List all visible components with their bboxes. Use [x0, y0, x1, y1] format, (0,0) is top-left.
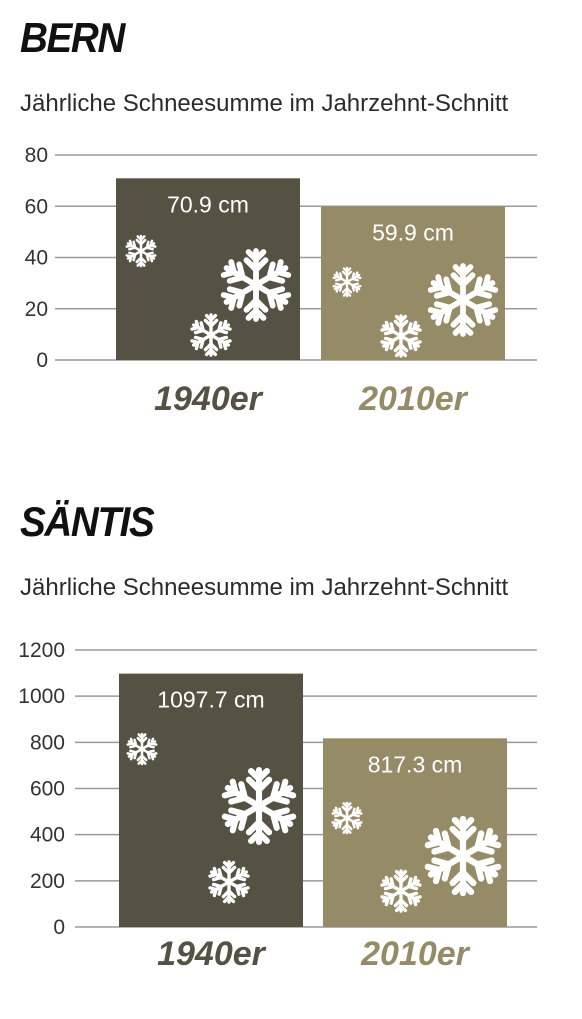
chart-subtitle: Jährliche Schneesumme im Jahrzehnt-Schni… — [20, 574, 509, 601]
y-tick-label: 80 — [25, 144, 48, 167]
y-tick-label: 40 — [25, 247, 48, 270]
y-tick-label: 200 — [30, 870, 65, 893]
y-tick-label: 60 — [25, 195, 48, 218]
snowflake-icon — [332, 266, 362, 298]
snowflake-icon — [427, 263, 499, 337]
snowflake-icon — [380, 869, 422, 913]
y-tick-label: 0 — [36, 349, 48, 372]
y-tick-label: 800 — [30, 731, 65, 754]
snowflake-icon — [220, 248, 292, 322]
bar-value-label: 817.3 cm — [368, 751, 463, 777]
chart-panel-bern: BERN Jährliche Schneesumme im Jahrzehnt-… — [0, 0, 582, 470]
chart-title: BERN — [20, 14, 125, 61]
snowflake-icon — [424, 815, 502, 897]
y-tick-label: 20 — [25, 298, 48, 321]
chart-title: SÄNTIS — [20, 498, 155, 545]
snowflake-icon — [380, 314, 422, 358]
bar-value-label: 1097.7 cm — [157, 687, 264, 713]
y-tick-label: 400 — [30, 824, 65, 847]
chart-panel-saentis: SÄNTIS Jährliche Schneesumme im Jahrzehn… — [0, 490, 582, 1019]
snowflake-icon — [190, 313, 232, 357]
category-label: 1940er — [154, 380, 264, 418]
snowflake-icon — [125, 234, 157, 268]
y-tick-label: 600 — [30, 778, 65, 801]
y-tick-label: 1200 — [18, 639, 65, 662]
snowflake-icon — [331, 801, 363, 835]
y-tick-label: 0 — [53, 916, 65, 939]
snowflake-icon — [208, 860, 250, 904]
bar-value-label: 70.9 cm — [167, 191, 249, 217]
chart-subtitle: Jährliche Schneesumme im Jahrzehnt-Schni… — [20, 90, 509, 117]
bar-chart-saentis: 0 200 400 600 800 1000 1200 1097.7 cm 1940er 817.… — [18, 639, 537, 973]
bar-chart-bern: 0 20 40 60 80 70.9 cm 1940er 59.9 cm 2010er — [25, 144, 537, 418]
snowflake-icon — [221, 766, 297, 846]
category-label: 1940er — [157, 935, 267, 973]
category-label: 2010er — [360, 935, 471, 973]
y-tick-label: 1000 — [18, 685, 65, 708]
bar-2010er — [321, 206, 505, 360]
bar-value-label: 59.9 cm — [372, 220, 454, 246]
category-label: 2010er — [358, 380, 469, 418]
snowflake-icon — [126, 732, 158, 766]
